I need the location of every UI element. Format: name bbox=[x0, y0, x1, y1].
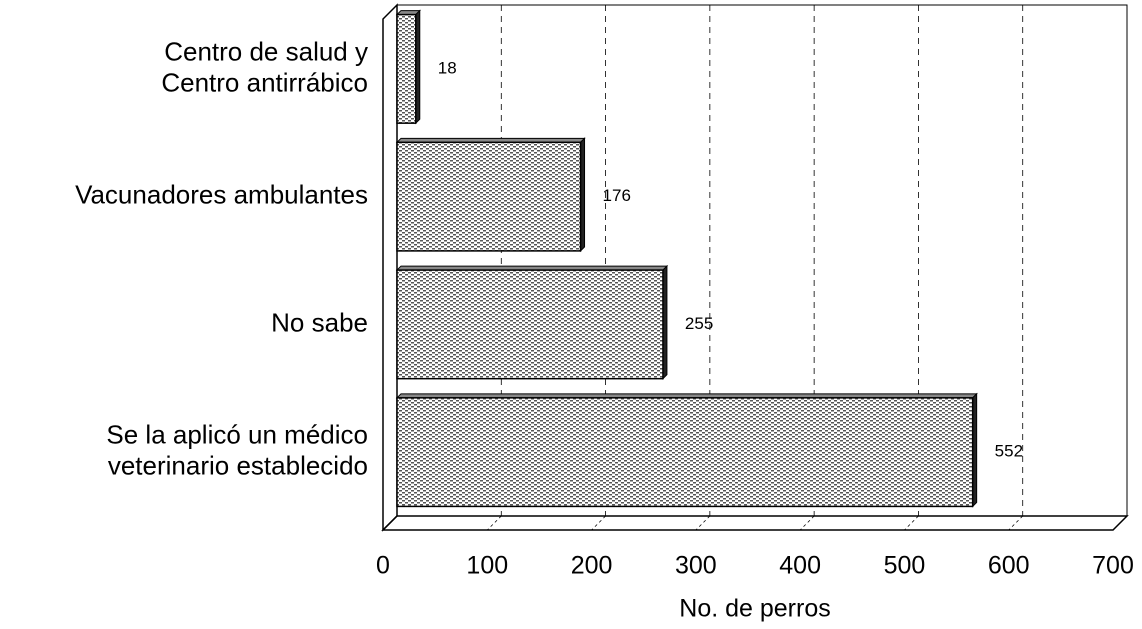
grid-line bbox=[591, 515, 606, 531]
grid-line bbox=[487, 515, 502, 531]
grid-line bbox=[695, 515, 711, 531]
x-tick-label: 600 bbox=[988, 552, 1030, 580]
x-tick-label: 400 bbox=[779, 552, 821, 580]
y-tick-label: No sabe bbox=[271, 307, 368, 337]
x-tick-label: 500 bbox=[884, 552, 926, 580]
bar bbox=[396, 13, 417, 124]
value-label: 552 bbox=[995, 442, 1023, 461]
grid-line bbox=[799, 515, 815, 531]
bar bbox=[396, 141, 582, 252]
value-label: 18 bbox=[438, 58, 457, 77]
grid-line bbox=[904, 515, 919, 531]
y-tick-label: Centro de salud y Centro antirrábico bbox=[161, 36, 368, 97]
bar bbox=[396, 397, 974, 508]
x-axis-label: No. de perros bbox=[679, 595, 830, 623]
value-label: 255 bbox=[685, 314, 713, 333]
x-tick-label: 300 bbox=[675, 552, 717, 580]
x-tick-label: 100 bbox=[466, 552, 508, 580]
side-wall bbox=[382, 3, 398, 532]
x-tick-label: 0 bbox=[376, 552, 390, 580]
bar bbox=[396, 269, 664, 380]
grid-line bbox=[1008, 515, 1023, 531]
x-tick-label: 200 bbox=[571, 552, 613, 580]
y-tick-label: Se la aplicó un médico veterinario establ… bbox=[106, 420, 368, 481]
value-label: 176 bbox=[603, 186, 631, 205]
floor bbox=[381, 515, 1129, 531]
y-tick-label: Vacunadores ambulantes bbox=[75, 180, 368, 210]
x-tick-label: 700 bbox=[1092, 552, 1134, 580]
